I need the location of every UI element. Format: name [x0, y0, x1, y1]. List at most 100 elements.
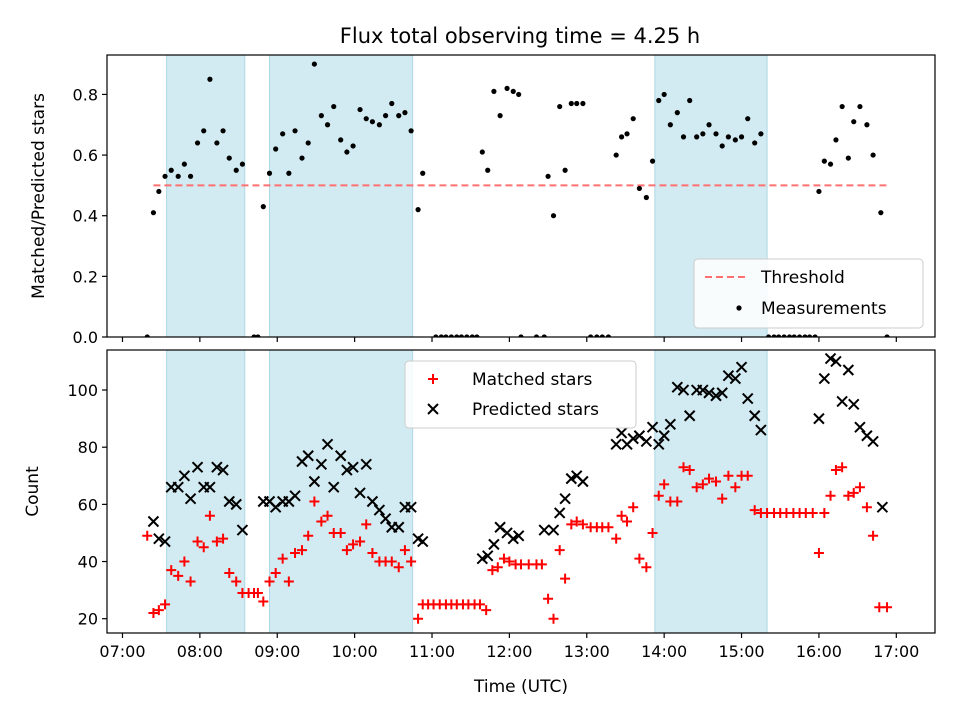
measurement-point	[758, 131, 764, 137]
predicted-point	[538, 524, 550, 536]
matched-point	[837, 462, 848, 473]
measurement-point	[479, 149, 485, 155]
measurement-point	[233, 167, 239, 173]
measurement-point	[771, 334, 777, 337]
predicted-point	[347, 461, 359, 473]
matched-point	[252, 587, 263, 598]
y-tick-label: 0.8	[73, 85, 98, 104]
measurement-point	[299, 155, 305, 161]
matched-point	[678, 462, 689, 473]
measurement-point	[255, 334, 261, 337]
predicted-point	[742, 392, 754, 405]
measurement-point	[674, 110, 680, 116]
predicted-point	[507, 532, 519, 545]
measurement-point	[220, 128, 226, 134]
y-tick-label: 80	[78, 438, 98, 457]
matched-point	[730, 482, 741, 493]
matched-point	[807, 507, 818, 518]
predicted-point	[178, 470, 191, 482]
measurement-point	[266, 170, 273, 176]
measurement-point	[636, 185, 642, 192]
measurement-point	[491, 88, 497, 94]
matched-point	[813, 547, 824, 558]
predicted-point	[488, 538, 500, 551]
matched-point	[142, 530, 153, 541]
measurement-point	[562, 167, 568, 173]
measurement-point	[700, 131, 706, 137]
predicted-point	[230, 498, 242, 511]
matched-point	[536, 559, 547, 570]
x-tick-label: 16:00	[796, 642, 842, 661]
predicted-point	[748, 410, 761, 422]
measurement-point	[214, 140, 220, 146]
matched-point	[577, 519, 588, 530]
matched-point	[192, 536, 203, 547]
measurement-point	[580, 100, 586, 107]
measurement-point	[816, 188, 822, 195]
predicted-point	[417, 535, 429, 548]
legend-measurements-swatch	[736, 305, 742, 311]
y-axis-label: Matched/Predicted stars	[29, 93, 49, 299]
predicted-point	[184, 492, 197, 505]
measurement-point	[870, 152, 876, 158]
matched-point	[554, 545, 565, 556]
predicted-point	[653, 438, 665, 451]
top-panel: 0.0 0.2 0.4 0.6 0.8 Matched/Predicted stars Th…	[29, 54, 936, 347]
x-tick-label: 17:00	[873, 642, 919, 661]
measurement-point	[324, 122, 331, 128]
matched-point	[406, 556, 417, 567]
predicted-point	[302, 450, 314, 462]
matched-point	[868, 530, 879, 541]
measurement-point	[311, 61, 317, 67]
predicted-point	[640, 435, 653, 448]
matched-point	[367, 547, 378, 558]
measurement-point	[624, 131, 630, 137]
measurement-point	[796, 334, 803, 337]
predicted-point	[627, 432, 639, 445]
bottom-panel: 20 40 60 80 100 07:00 08:00 09:00 10:00 11:00 12:0…	[23, 349, 936, 697]
predicted-point	[658, 430, 670, 442]
series-measurements	[144, 61, 890, 337]
predicted-point	[848, 398, 860, 411]
matched-point	[322, 510, 333, 521]
measurement-point	[599, 334, 605, 337]
measurement-point	[181, 161, 187, 167]
matched-point	[571, 516, 582, 527]
measurement-point	[420, 170, 426, 176]
measurement-point	[408, 128, 414, 134]
matched-point	[361, 519, 372, 530]
measurement-point	[251, 334, 257, 337]
measurement-point	[175, 173, 181, 179]
predicted-point	[664, 418, 677, 431]
matched-point	[258, 596, 269, 607]
measurement-point	[344, 149, 350, 155]
matched-point	[492, 562, 503, 573]
measurement-point	[680, 134, 687, 140]
legend: Matched stars Predicted stars	[404, 360, 637, 429]
shaded-interval	[166, 54, 246, 338]
y-tick-label: 20	[78, 610, 98, 629]
measurement-point	[201, 128, 207, 134]
measurement-point	[389, 100, 395, 107]
predicted-point	[159, 535, 171, 548]
matched-point	[399, 545, 410, 556]
legend-box	[693, 258, 924, 329]
predicted-point	[755, 424, 767, 436]
matched-point	[611, 533, 622, 544]
shaded-interval	[269, 349, 414, 634]
predicted-point	[735, 361, 748, 373]
measurement-point	[194, 140, 201, 146]
matched-point	[309, 496, 320, 507]
x-tick-label: 08:00	[177, 642, 223, 661]
measurement-point	[568, 100, 574, 107]
legend-box	[404, 360, 637, 429]
measurement-point	[884, 334, 890, 337]
matched-point	[204, 510, 215, 521]
predicted-point	[236, 524, 249, 536]
measurement-point	[485, 167, 491, 173]
measurement-point	[812, 334, 818, 337]
matched-point	[723, 470, 734, 481]
measurement-point	[382, 113, 389, 119]
measurement-point	[667, 122, 673, 128]
measurement-point	[156, 188, 162, 195]
